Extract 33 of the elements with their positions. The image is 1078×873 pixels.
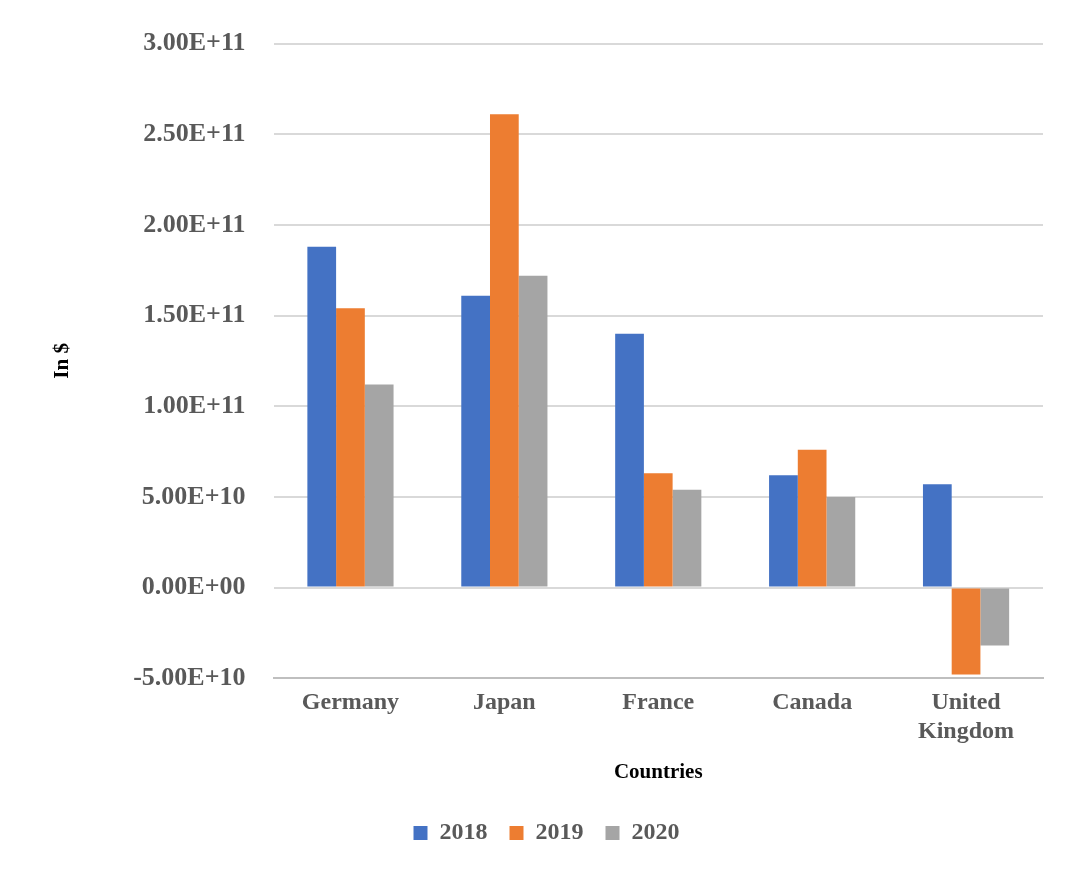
bar: [643, 473, 673, 587]
y-tick-label: 3.00E+11: [143, 27, 246, 57]
y-tick-label: 0.00E+00: [141, 571, 246, 601]
x-tick-label: Germany: [301, 687, 400, 714]
x-tick-label: France: [622, 687, 695, 714]
bar: [922, 484, 952, 587]
bar: [672, 489, 702, 587]
y-tick-label: 2.00E+11: [143, 208, 246, 238]
bar: [336, 308, 365, 587]
legend-label: 2018: [439, 818, 488, 845]
bar: [951, 588, 981, 675]
x-tick-label: Canada: [772, 687, 853, 714]
y-tick-label: -5.00E+10: [133, 661, 246, 691]
y-tick-label: 5.00E+10: [141, 480, 246, 510]
bar: [826, 496, 856, 587]
bar: [980, 588, 1010, 646]
y-tick-label: 1.00E+11: [143, 389, 246, 419]
x-tick-label: United Kingdom: [918, 687, 1015, 743]
legend-label: 2020: [631, 818, 680, 845]
bar: [490, 114, 519, 587]
x-tick-label: Japan: [473, 687, 536, 714]
y-axis-title: In $: [49, 343, 74, 379]
legend-label: 2019: [535, 818, 584, 845]
bar: [307, 246, 337, 587]
bar: [769, 475, 798, 587]
bar: [615, 333, 644, 587]
bar: [518, 275, 548, 587]
bar: [364, 384, 394, 587]
bar: [461, 295, 490, 587]
y-tick-label: 2.50E+11: [143, 117, 246, 147]
y-tick-label: 1.50E+11: [143, 299, 246, 329]
bar: [797, 449, 827, 587]
x-axis-title: Countries: [613, 758, 703, 783]
